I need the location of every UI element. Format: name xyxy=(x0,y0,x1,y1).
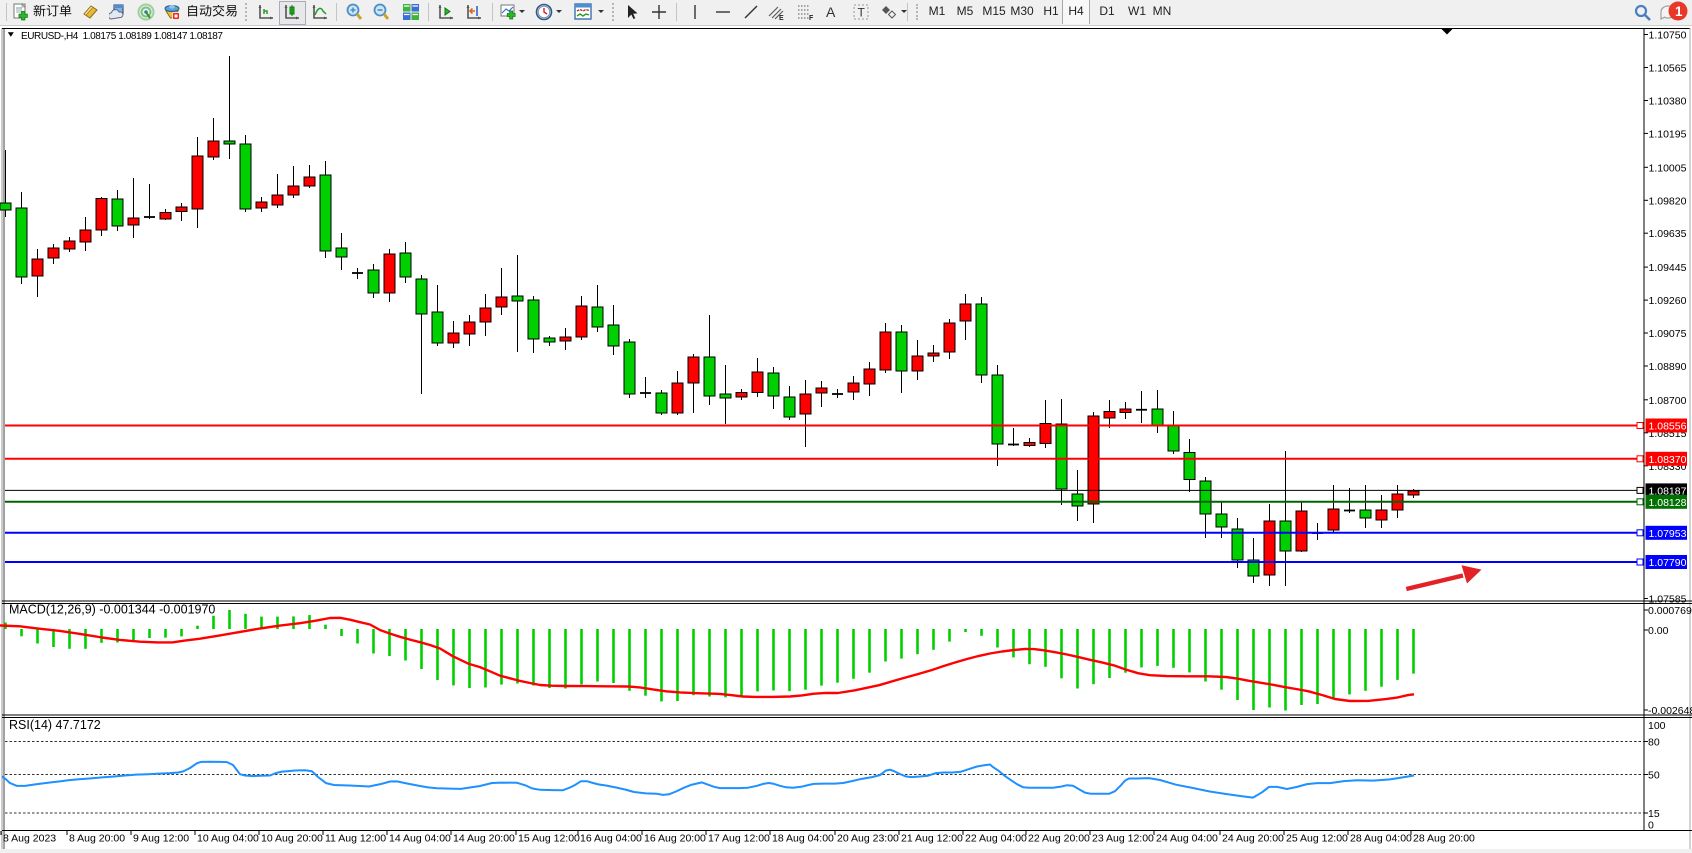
svg-text:10 Aug 20:00: 10 Aug 20:00 xyxy=(261,833,323,845)
svg-text:1.08700: 1.08700 xyxy=(1649,395,1687,407)
svg-text:1.09260: 1.09260 xyxy=(1649,295,1687,307)
svg-text:1.10195: 1.10195 xyxy=(1649,128,1687,140)
svg-text:10 Aug 04:00: 10 Aug 04:00 xyxy=(197,833,259,845)
svg-text:EURUSD-,H4 1.08175 1.08189 1.: EURUSD-,H4 1.08175 1.08189 1.08147 1.081… xyxy=(21,31,223,42)
svg-text:14 Aug 20:00: 14 Aug 20:00 xyxy=(453,833,515,845)
svg-text:100: 100 xyxy=(1648,720,1666,732)
svg-text:24 Aug 20:00: 24 Aug 20:00 xyxy=(1222,833,1284,845)
svg-text:1.07953: 1.07953 xyxy=(1649,528,1687,540)
svg-text:E: E xyxy=(779,15,784,22)
svg-text:18 Aug 04:00: 18 Aug 04:00 xyxy=(772,833,834,845)
svg-text:20 Aug 23:00: 20 Aug 23:00 xyxy=(837,833,899,845)
svg-text:50: 50 xyxy=(1648,770,1660,782)
svg-text:1.08187: 1.08187 xyxy=(1649,485,1687,497)
svg-text:MACD(12,26,9) -0.001344 -0.001: MACD(12,26,9) -0.001344 -0.001970 xyxy=(9,603,215,617)
svg-text:25 Aug 12:00: 25 Aug 12:00 xyxy=(1286,833,1348,845)
svg-text:16 Aug 20:00: 16 Aug 20:00 xyxy=(644,833,706,845)
svg-text:1.08890: 1.08890 xyxy=(1649,361,1687,373)
svg-text:1.09445: 1.09445 xyxy=(1649,262,1687,274)
svg-text:8 Aug 2023: 8 Aug 2023 xyxy=(3,833,56,845)
svg-text:22 Aug 20:00: 22 Aug 20:00 xyxy=(1028,833,1090,845)
svg-text:16 Aug 04:00: 16 Aug 04:00 xyxy=(580,833,642,845)
svg-text:1.07790: 1.07790 xyxy=(1649,557,1687,569)
svg-text:17 Aug 12:00: 17 Aug 12:00 xyxy=(708,833,770,845)
svg-text:23 Aug 12:00: 23 Aug 12:00 xyxy=(1092,833,1154,845)
svg-text:1.10380: 1.10380 xyxy=(1649,96,1687,108)
svg-text:8 Aug 20:00: 8 Aug 20:00 xyxy=(69,833,125,845)
svg-text:1.08556: 1.08556 xyxy=(1649,421,1687,433)
svg-text:15: 15 xyxy=(1648,808,1660,820)
svg-text:22 Aug 04:00: 22 Aug 04:00 xyxy=(965,833,1027,845)
svg-text:-0.002648: -0.002648 xyxy=(1648,705,1692,717)
svg-text:1.08128: 1.08128 xyxy=(1649,497,1687,509)
svg-text:RSI(14) 47.7172: RSI(14) 47.7172 xyxy=(9,718,101,732)
svg-text:0.00: 0.00 xyxy=(1648,625,1669,637)
svg-text:28 Aug 20:00: 28 Aug 20:00 xyxy=(1413,833,1475,845)
svg-text:1.09075: 1.09075 xyxy=(1649,328,1687,340)
svg-text:0.000769: 0.000769 xyxy=(1648,605,1692,617)
svg-text:1.10565: 1.10565 xyxy=(1649,63,1687,75)
svg-text:1.10005: 1.10005 xyxy=(1649,162,1687,174)
svg-text:28 Aug 04:00: 28 Aug 04:00 xyxy=(1350,833,1412,845)
svg-text:F: F xyxy=(809,15,814,22)
svg-text:0: 0 xyxy=(1648,820,1654,832)
svg-text:1.07585: 1.07585 xyxy=(1649,594,1687,606)
svg-text:9 Aug 12:00: 9 Aug 12:00 xyxy=(133,833,189,845)
svg-text:21 Aug 12:00: 21 Aug 12:00 xyxy=(901,833,963,845)
svg-text:24 Aug 04:00: 24 Aug 04:00 xyxy=(1156,833,1218,845)
svg-text:1.09635: 1.09635 xyxy=(1649,228,1687,240)
svg-text:15 Aug 12:00: 15 Aug 12:00 xyxy=(518,833,580,845)
svg-text:T: T xyxy=(858,6,866,20)
svg-text:1.08370: 1.08370 xyxy=(1649,454,1687,466)
svg-text:11 Aug 12:00: 11 Aug 12:00 xyxy=(325,833,386,845)
svg-text:1: 1 xyxy=(1675,4,1683,19)
svg-text:14 Aug 04:00: 14 Aug 04:00 xyxy=(389,833,451,845)
svg-text:1.09820: 1.09820 xyxy=(1649,195,1687,207)
svg-text:1.10750: 1.10750 xyxy=(1649,30,1687,42)
svg-text:80: 80 xyxy=(1648,737,1660,749)
